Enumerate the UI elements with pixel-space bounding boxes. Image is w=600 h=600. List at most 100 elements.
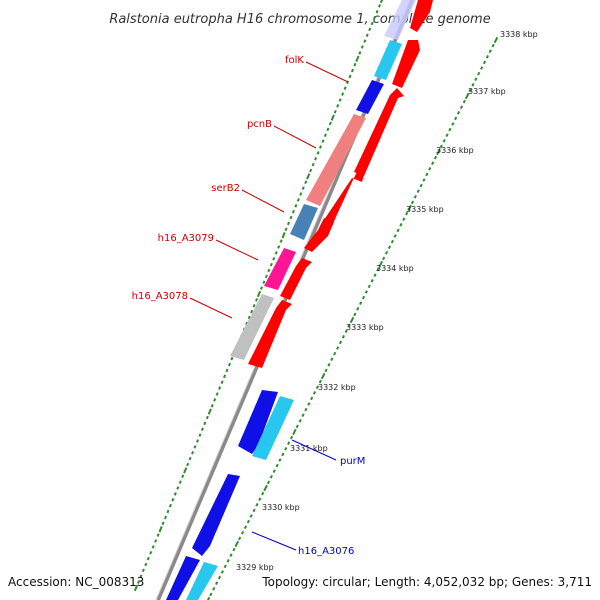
tick-dot: [212, 587, 216, 591]
tick-dot: [206, 596, 211, 600]
forward-gene-arrow[interactable]: [280, 258, 312, 300]
tick-dot: [433, 155, 438, 160]
tick-dot: [485, 55, 489, 59]
tick-dot: [183, 467, 188, 474]
gene-label-serB2[interactable]: serB2: [211, 183, 240, 194]
tick-dot: [368, 27, 372, 32]
leader-purM: [291, 439, 337, 461]
tick-dot: [356, 307, 360, 311]
forward-gene-arrow[interactable]: [248, 300, 292, 368]
tick-dot: [252, 508, 256, 513]
tick-dot: [275, 463, 279, 468]
forward-gene-arrow[interactable]: [410, 0, 433, 32]
tick-dot: [278, 458, 282, 462]
tick-dot: [168, 503, 172, 508]
tick-dot: [203, 421, 207, 426]
tick-dot: [264, 274, 268, 279]
tick-dot: [314, 156, 318, 161]
tick-dot: [141, 568, 145, 573]
tick-dot: [338, 340, 343, 345]
tick-dot: [176, 486, 180, 490]
tick-dot: [188, 456, 192, 461]
forward-gene-arrow[interactable]: [304, 218, 334, 252]
tick-dot: [402, 217, 406, 221]
tick-dot: [227, 362, 231, 367]
tick-dots-outer: [206, 36, 499, 600]
reverse-gene-arrow-h16-A3076[interactable]: [192, 474, 240, 556]
tick-label-3338: 3338 kbp: [500, 30, 538, 39]
tick-dot: [220, 380, 224, 384]
tick-dot: [139, 574, 143, 579]
tick-dot: [178, 480, 182, 484]
tick-dot: [225, 368, 229, 373]
tick-dot: [281, 452, 285, 457]
feature-bar[interactable]: [374, 40, 402, 80]
tick-dot: [382, 256, 386, 261]
reverse-gene-arrow-purM[interactable]: [238, 390, 278, 454]
tick-dot: [425, 172, 429, 177]
tick-dot: [292, 428, 297, 436]
tick-dot: [462, 99, 466, 104]
tick-dot: [250, 309, 254, 314]
tick-label-3329: 3329 kbp: [236, 563, 274, 572]
tick-dot: [456, 111, 461, 115]
tick-dot: [267, 268, 271, 273]
tick-dot: [238, 536, 242, 541]
tick-dot: [327, 363, 331, 367]
gene-label-h16-A3078[interactable]: h16_A3078: [132, 291, 188, 302]
gene-label-pcnB[interactable]: pcnB: [247, 119, 272, 130]
tick-dot: [243, 525, 248, 529]
tick-dot: [193, 445, 197, 449]
tick-dot: [407, 204, 412, 212]
tick-dot: [304, 180, 308, 185]
tick-dot: [133, 584, 139, 592]
gene-label-h16-A3076[interactable]: h16_A3076: [298, 546, 354, 557]
leader-h16-A3076: [251, 531, 297, 551]
tick-dot: [171, 498, 175, 502]
tick-dot: [413, 195, 417, 199]
tick-dot: [312, 391, 317, 395]
tick-dot: [277, 245, 281, 249]
gene-label-folK[interactable]: folK: [285, 55, 304, 66]
tick-dot: [364, 290, 368, 294]
tick-dot: [287, 441, 291, 445]
tick-dot: [333, 109, 337, 114]
tick-dot: [173, 492, 177, 496]
tick-dot: [281, 232, 286, 239]
tick-dot: [477, 71, 481, 76]
reverse-gene-bar[interactable]: [186, 562, 218, 600]
leader-pcnB: [273, 125, 317, 149]
tick-dot: [158, 526, 163, 533]
tick-dot: [390, 239, 394, 244]
reverse-gene-bar[interactable]: [252, 396, 294, 460]
tick-dot: [252, 303, 256, 308]
tick-dot: [379, 0, 384, 4]
tick-dot: [320, 372, 326, 380]
forward-gene-arrow[interactable]: [392, 40, 420, 88]
tick-dot: [195, 439, 200, 443]
tick-dot: [348, 74, 352, 79]
feature-bar-serB2[interactable]: [290, 204, 318, 240]
feature-bar-pcnB[interactable]: [306, 114, 366, 206]
reverse-gene-arrow[interactable]: [166, 556, 200, 600]
tick-dot: [151, 545, 155, 549]
tick-dot: [215, 581, 219, 585]
tick-dot: [373, 273, 377, 277]
tick-dot: [263, 484, 268, 492]
gene-label-h16-A3079[interactable]: h16_A3079: [158, 233, 214, 244]
tick-dot: [318, 145, 323, 149]
tick-dot: [306, 173, 311, 180]
tick-dot: [298, 419, 302, 423]
tick-dot: [405, 211, 409, 216]
tick-dot: [284, 227, 288, 232]
feature-bar-folK[interactable]: [356, 80, 384, 114]
tick-dot: [295, 424, 299, 429]
feature-bar-h16-A3078[interactable]: [230, 294, 274, 360]
tick-dot: [338, 98, 342, 102]
gene-label-purM[interactable]: purM: [340, 456, 365, 467]
tick-dot: [399, 223, 403, 227]
feature-bar-h16-A3079[interactable]: [264, 248, 296, 290]
tick-dot: [223, 374, 227, 379]
